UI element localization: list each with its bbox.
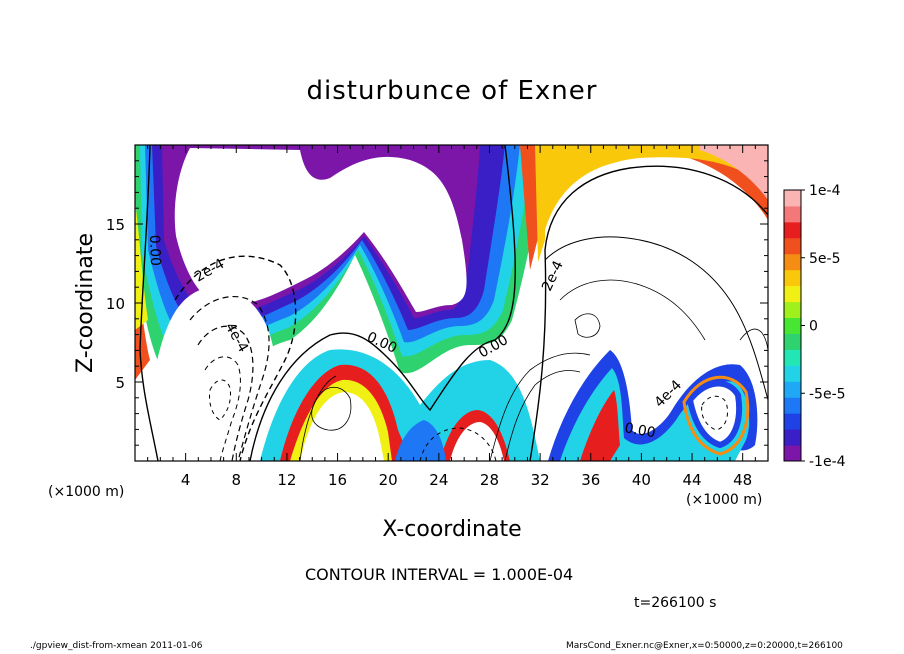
y-axis-label: Z-coordinate (73, 233, 98, 373)
contour-pos-7 (311, 386, 352, 431)
x-tick-label: 36 (581, 471, 600, 489)
contour-pos-8 (574, 313, 601, 338)
colorbar-swatch (784, 381, 801, 398)
field-white-center-b (450, 422, 504, 461)
colorbar-swatch (784, 429, 801, 446)
colorbar-tick-label: 5e-5 (809, 251, 840, 267)
contour-neg-dashed-1 (174, 255, 297, 461)
time-label: t=266100 s (634, 595, 717, 611)
x-axis: 4 8 12 16 20 24 28 32 36 40 44 48 (147, 145, 756, 489)
plot-field: 0.00 2e-4 4e-4 0.00 0.00 2e-4 4e-4 0.00 (135, 145, 768, 461)
y-axis-unit-label: (×1000 m) (686, 492, 763, 508)
footer-data-source: MarsCond_Exner.nc@Exner,x=0:50000,z=0:20… (566, 641, 843, 651)
contour-pos-5 (739, 328, 768, 351)
colorbar-swatch (784, 205, 801, 223)
contour-zero-right (529, 165, 768, 461)
colorbar-swatch (784, 365, 801, 382)
contour-zero-left (139, 145, 159, 461)
x-tick-label: 28 (480, 471, 499, 489)
field-band-right-loop-orange (682, 375, 750, 456)
field-band-left-yellow (135, 200, 148, 330)
contour-label: 0.00 (146, 235, 163, 267)
footer-script-info: ./gpview_dist-from-xmean 2011-01-06 (30, 641, 203, 651)
field-band-bottom-blue-center (395, 420, 446, 461)
x-tick-label: 4 (181, 471, 191, 489)
colorbar-swatch (784, 253, 801, 271)
contour-neg-dashed-6 (419, 427, 497, 461)
colorbar-swatch (784, 269, 801, 287)
colorbar-swatch (784, 190, 801, 207)
field-band-right-lower-red (580, 390, 620, 461)
x-tick-label: 8 (232, 471, 242, 489)
colorbar-tick-label: 0 (809, 319, 818, 335)
x-tick-label: 24 (429, 471, 448, 489)
x-tick-label: 12 (277, 471, 296, 489)
colorbar: 1e-4 5e-5 0 -5e-5 -1e-4 (783, 183, 846, 470)
x-axis-label: X-coordinate (382, 517, 521, 542)
colorbar-tick-label: -5e-5 (809, 386, 846, 402)
colorbar-swatch (784, 333, 801, 350)
field-white-lower-left (150, 288, 275, 461)
field-band-right-loop-blue (686, 380, 742, 449)
contour-pos-2 (559, 279, 706, 341)
x-axis-unit-label: (×1000 m) (48, 484, 125, 500)
colorbar-swatch (784, 301, 801, 319)
x-tick-label: 44 (682, 471, 701, 489)
colorbar-swatch (784, 317, 801, 334)
contour-interval-label: CONTOUR INTERVAL = 1.000E-04 (305, 565, 574, 584)
contour-pos-4 (504, 370, 581, 461)
contour-neg-dashed-4 (204, 356, 241, 461)
x-tick-label: 48 (733, 471, 752, 489)
colorbar-swatch (784, 413, 801, 430)
contour-pos-3 (489, 352, 591, 461)
contour-lines (139, 145, 768, 461)
colorbar-tick-label: 1e-4 (809, 183, 841, 199)
y-axis: 5 10 15 (106, 160, 768, 446)
x-tick-label: 16 (328, 471, 347, 489)
chart-title: disturbunce of Exner (306, 76, 598, 106)
x-tick-label: 40 (632, 471, 651, 489)
colorbar-swatch (784, 349, 801, 366)
contour-neg-dashed-2 (189, 296, 270, 461)
contour-pos-1 (544, 236, 768, 401)
x-tick-label: 20 (379, 471, 398, 489)
contour-label: 0.00 (623, 420, 656, 441)
contour-zero-center (249, 145, 516, 461)
colorbar-tick-label: -1e-4 (809, 454, 846, 470)
x-tick-label: 32 (531, 471, 550, 489)
y-tick-label: 5 (115, 374, 125, 392)
colorbar-swatch (784, 221, 801, 239)
colorbar-swatch (784, 285, 801, 303)
colorbar-swatch (784, 397, 801, 414)
y-tick-label: 10 (106, 295, 125, 313)
colorbar-swatch (784, 445, 801, 462)
field-band-left-red (135, 250, 150, 380)
colorbar-swatch (784, 237, 801, 255)
field-band-right-pink (700, 145, 768, 200)
field-white-upper (174, 148, 467, 312)
y-tick-label: 15 (106, 216, 125, 234)
contour-neg-dashed-3 (197, 325, 254, 461)
